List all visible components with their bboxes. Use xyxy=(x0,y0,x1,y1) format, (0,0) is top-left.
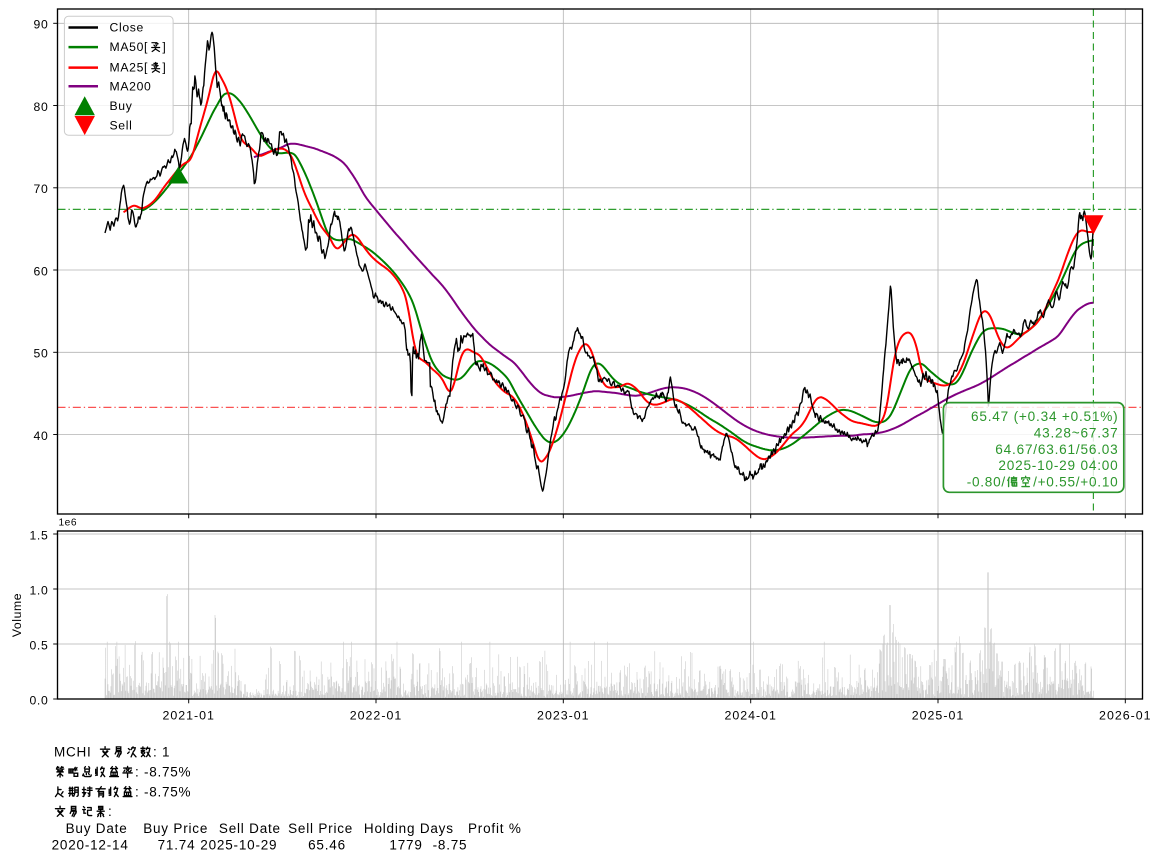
svg-text:-0.80/: -0.80/ xyxy=(967,474,1006,489)
svg-text:43.28~67.37: 43.28~67.37 xyxy=(1034,425,1119,440)
svg-text:64.67/63.61/56.03: 64.67/63.61/56.03 xyxy=(995,442,1118,457)
svg-text:]: ] xyxy=(162,40,166,54)
svg-text:65.46: 65.46 xyxy=(308,838,346,853)
svg-text:2026-01: 2026-01 xyxy=(1099,709,1151,723)
svg-text:2024-01: 2024-01 xyxy=(724,709,776,723)
svg-text:2025-10-29 04:00: 2025-10-29 04:00 xyxy=(998,458,1118,473)
svg-text:Holding Days: Holding Days xyxy=(364,821,454,836)
svg-text:MA50[: MA50[ xyxy=(110,40,149,54)
svg-text:0.0: 0.0 xyxy=(29,693,48,707)
svg-text:MCHI: MCHI xyxy=(54,745,91,760)
svg-text:Buy Date: Buy Date xyxy=(66,821,128,836)
svg-text:Profit %: Profit % xyxy=(468,821,522,836)
svg-text:: 1: : 1 xyxy=(153,745,170,760)
svg-text:60: 60 xyxy=(34,264,49,278)
svg-text:/+0.55/+0.10: /+0.55/+0.10 xyxy=(1033,474,1118,489)
svg-text:2021-01: 2021-01 xyxy=(162,709,214,723)
svg-text:0.5: 0.5 xyxy=(29,638,48,652)
svg-text:Buy Price: Buy Price xyxy=(143,821,208,836)
svg-text:1.0: 1.0 xyxy=(29,583,48,597)
svg-text:: -8.75%: : -8.75% xyxy=(135,785,191,800)
svg-text:-8.75: -8.75 xyxy=(433,838,468,853)
svg-text:50: 50 xyxy=(34,347,49,361)
svg-text:90: 90 xyxy=(34,18,49,32)
svg-text:2023-01: 2023-01 xyxy=(537,709,589,723)
svg-text:65.47 (+0.34 +0.51%): 65.47 (+0.34 +0.51%) xyxy=(971,409,1119,424)
svg-text::: : xyxy=(108,804,113,819)
svg-text:2020-12-14: 2020-12-14 xyxy=(52,838,129,853)
svg-text:1e6: 1e6 xyxy=(59,518,78,529)
svg-text:]: ] xyxy=(162,61,166,75)
svg-text:Close: Close xyxy=(110,21,145,35)
svg-text:MA200: MA200 xyxy=(110,79,152,93)
svg-text:1779: 1779 xyxy=(389,838,422,853)
svg-text:2025-10-29: 2025-10-29 xyxy=(200,838,277,853)
svg-text:Volume: Volume xyxy=(10,593,24,637)
svg-text:2022-01: 2022-01 xyxy=(350,709,402,723)
svg-text:80: 80 xyxy=(34,100,49,114)
svg-text:Sell Price: Sell Price xyxy=(288,821,353,836)
svg-text:70: 70 xyxy=(34,182,49,196)
svg-text:1.5: 1.5 xyxy=(29,528,48,542)
svg-text:Sell: Sell xyxy=(110,119,133,133)
svg-text:Buy: Buy xyxy=(110,99,133,113)
svg-text:: -8.75%: : -8.75% xyxy=(135,765,191,780)
svg-text:40: 40 xyxy=(34,429,49,443)
svg-text:MA25[: MA25[ xyxy=(110,61,149,75)
svg-text:Sell Date: Sell Date xyxy=(219,821,281,836)
svg-text:2025-01: 2025-01 xyxy=(912,709,964,723)
svg-text:71.74: 71.74 xyxy=(158,838,196,853)
